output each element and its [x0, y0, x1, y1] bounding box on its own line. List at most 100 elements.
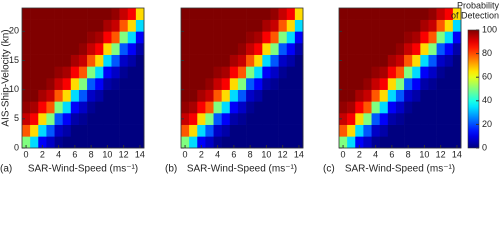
heat-cell	[436, 113, 446, 125]
heat-cell	[62, 8, 72, 20]
heat-cell	[78, 124, 88, 137]
heat-cell	[62, 136, 72, 149]
heat-cell	[339, 31, 348, 44]
heat-cell	[205, 19, 214, 32]
heat-cell	[428, 124, 437, 137]
heat-cell	[103, 31, 112, 44]
heat-cell	[221, 78, 231, 90]
heat-cell	[135, 19, 145, 32]
heat-cell	[135, 113, 145, 125]
heat-cell	[111, 43, 120, 55]
heat-cell	[420, 54, 429, 67]
heat-cell	[87, 78, 96, 90]
heat-cell	[347, 101, 356, 114]
heat-cell	[103, 43, 112, 55]
plot-frame	[21, 7, 145, 149]
heat-cell	[205, 8, 214, 20]
heat-cell	[395, 19, 405, 32]
heat-cell	[103, 113, 112, 125]
plot-frame	[180, 7, 304, 149]
heat-cell	[420, 66, 429, 79]
heat-cell	[355, 8, 364, 20]
x-tick-label: 10	[261, 149, 271, 159]
heat-cell	[237, 31, 247, 44]
heat-cell	[387, 124, 397, 137]
heat-cell	[294, 31, 304, 44]
heat-cell	[62, 113, 72, 125]
heat-cell	[452, 101, 462, 114]
heat-cell	[371, 78, 380, 90]
heat-cell	[189, 78, 198, 90]
heat-cell	[237, 19, 247, 32]
heat-cell	[46, 136, 55, 149]
colorbar-title: Probability	[457, 0, 500, 10]
heat-cell	[205, 101, 214, 114]
heat-cell	[428, 136, 437, 149]
heat-cell	[189, 19, 198, 32]
heat-cell	[197, 124, 206, 137]
heat-cell	[420, 78, 429, 90]
y-tick-label: 20	[9, 26, 19, 36]
heat-cell	[70, 8, 80, 20]
heat-cell	[379, 54, 389, 67]
heat-cell	[30, 113, 39, 125]
heat-cell	[452, 31, 462, 44]
heat-cell	[270, 78, 279, 90]
heat-cell	[436, 31, 446, 44]
heat-cell	[197, 31, 206, 44]
heat-cell	[294, 136, 304, 149]
x-axis-label: SAR-Wind-Speed (ms⁻¹)	[345, 164, 455, 175]
heat-cell	[46, 89, 55, 102]
heat-cell	[87, 31, 96, 44]
x-tick-label: 10	[419, 149, 429, 159]
heat-cell	[355, 19, 364, 32]
heat-cell	[229, 113, 239, 125]
heat-cell	[54, 43, 63, 55]
heat-cell	[78, 78, 88, 90]
heat-cell	[103, 19, 112, 32]
heat-cell	[355, 43, 364, 55]
heat-cell	[355, 89, 364, 102]
heat-cell	[229, 78, 239, 90]
heat-cell	[355, 31, 364, 44]
heat-cell	[444, 54, 454, 67]
heat-cell	[404, 66, 413, 79]
heat-cell	[95, 31, 104, 44]
heat-cell	[22, 31, 31, 44]
heat-cell	[78, 66, 88, 79]
heat-cell	[387, 19, 397, 32]
heat-cell	[347, 124, 356, 137]
heat-cell	[246, 89, 255, 102]
heat-cell	[371, 101, 380, 114]
heat-cell	[254, 136, 263, 149]
heat-cell	[347, 43, 356, 55]
heat-cell	[412, 113, 421, 125]
x-axis-label: SAR-Wind-Speed (ms⁻¹)	[187, 164, 297, 175]
heat-cell	[412, 43, 421, 55]
heat-cell	[270, 8, 279, 20]
heat-cell	[38, 31, 47, 44]
heat-cell	[95, 66, 104, 79]
heat-cell	[111, 78, 120, 90]
heat-cell	[189, 101, 198, 114]
heat-cell	[254, 54, 263, 67]
heat-cell	[111, 101, 120, 114]
heat-cell	[444, 136, 454, 149]
heat-cell	[70, 101, 80, 114]
heat-cell	[379, 101, 389, 114]
heat-cell	[420, 31, 429, 44]
heat-cell	[246, 8, 255, 20]
heat-cell	[428, 89, 437, 102]
y-tick-label: 5	[14, 113, 19, 123]
heat-cell	[444, 78, 454, 90]
heat-cell	[355, 113, 364, 125]
heat-cell	[404, 124, 413, 137]
heat-cell	[395, 113, 405, 125]
heat-cell	[119, 43, 129, 55]
heat-cell	[270, 43, 279, 55]
heat-cell	[286, 66, 296, 79]
heat-cell	[30, 43, 39, 55]
heat-cell	[395, 78, 405, 90]
heat-cell	[436, 101, 446, 114]
heat-cell	[339, 136, 348, 149]
